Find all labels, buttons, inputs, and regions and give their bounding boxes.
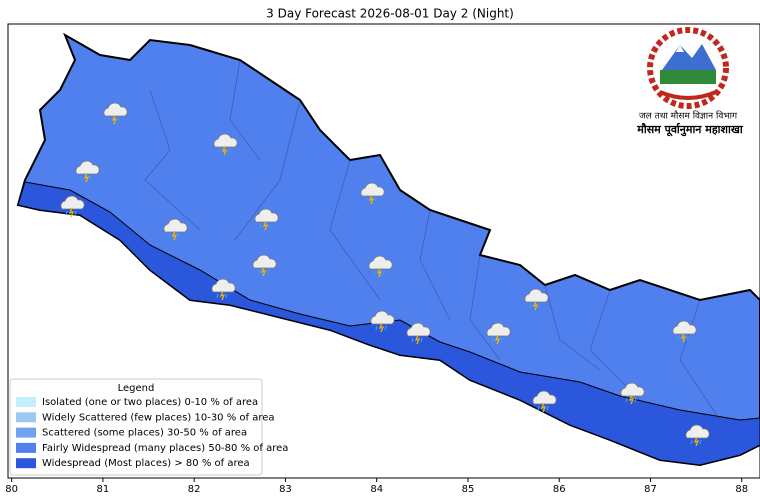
rain [365,197,377,203]
legend-label: Widespread (Most places) > 80 % of area [42,458,250,469]
legend-swatch [16,412,36,423]
rain [168,233,180,239]
weather-icon [532,390,557,413]
rain [690,439,702,445]
bolt [111,114,118,125]
legend-swatch [16,397,36,407]
bolt [171,230,178,241]
bolt [262,220,269,231]
legend-label: Fairly Widespread (many places) 50-80 % … [42,443,288,454]
weather-icon [685,424,710,447]
cloud [672,320,697,335]
rain [373,270,385,276]
cloud [254,208,279,223]
weather-icon [103,102,128,125]
rain [491,337,503,343]
bolt [693,436,700,447]
weather-icon [370,310,395,333]
weather-icon [620,382,645,405]
logo-line2: मौसम पूर्वानुमान महाशाखा [636,122,744,137]
bolt [221,145,228,156]
weather-icon [486,322,511,345]
rain [218,148,230,154]
bolt [260,266,267,277]
bolt [494,334,501,345]
x-tick-label: 88 [735,484,748,495]
bolt [219,290,226,301]
x-tick-label: 80 [5,484,18,495]
weather-icon [211,278,236,301]
rain [65,210,77,216]
bolt [628,394,635,405]
rain [537,405,549,411]
legend: Legend Isolated (one or two places) 0-10… [9,378,288,476]
x-tick-label: 87 [644,484,657,495]
logo-line1: जल तथा मौसम विज्ञान विभाग [639,110,738,122]
rain [108,117,120,123]
cloud [486,322,511,337]
rain [625,397,637,403]
cloud [213,133,238,148]
rain [411,337,423,343]
legend-label: Isolated (one or two places) 0-10 % of a… [42,397,258,408]
weather-icon [60,195,85,218]
cloud [370,310,395,325]
bolt [378,322,385,333]
weather-icon [524,288,549,311]
cloud [620,382,645,397]
bolt [68,207,75,218]
legend-swatch [16,427,36,438]
bolt [414,334,421,345]
rain [259,223,271,229]
rain [216,293,228,299]
legend-title: Legend [118,383,155,394]
rain [80,175,92,181]
weather-icon [252,254,277,277]
weather-icon [254,208,279,231]
cloud [406,322,431,337]
cloud [211,278,236,293]
cloud [75,160,100,175]
legend-swatch [16,458,36,469]
bolt [368,194,375,205]
cloud [163,218,188,233]
cloud [685,424,710,439]
bolt [532,300,539,311]
legend-swatch [16,442,36,453]
rain [529,303,541,309]
weather-icon [406,322,431,345]
cloud [360,182,385,197]
x-tick-label: 86 [553,484,566,495]
bolt [540,402,547,413]
weather-icon [368,255,393,278]
rain [375,325,387,331]
rain [257,269,269,275]
bolt [83,172,90,183]
legend-box [9,378,263,476]
title: 3 Day Forecast 2026-08-01 Day 2 (Night) [266,7,514,21]
cloud [252,254,277,269]
cloud [532,390,557,405]
bolt [376,267,383,278]
logo: जल तथा मौसम विज्ञान विभाग मौसम पूर्वानुम… [636,27,744,137]
rain [677,335,689,341]
bolt [680,332,687,343]
cloud [60,195,85,210]
weather-icon [163,218,188,241]
x-tick-label: 81 [97,484,110,495]
weather-icon [75,160,100,183]
cloud [103,102,128,117]
legend-label: Scattered (some places) 30-50 % of area [42,428,247,439]
weather-icon [360,182,385,205]
cloud [524,288,549,303]
x-tick-label: 83 [279,484,292,495]
legend-label: Widely Scattered (few places) 10-30 % of… [42,412,275,423]
x-tick-label: 85 [462,484,475,495]
cloud [368,255,393,270]
x-tick-label: 82 [188,484,201,495]
weather-icon [672,320,697,343]
weather-icon [213,133,238,156]
x-tick-label: 84 [370,484,383,495]
